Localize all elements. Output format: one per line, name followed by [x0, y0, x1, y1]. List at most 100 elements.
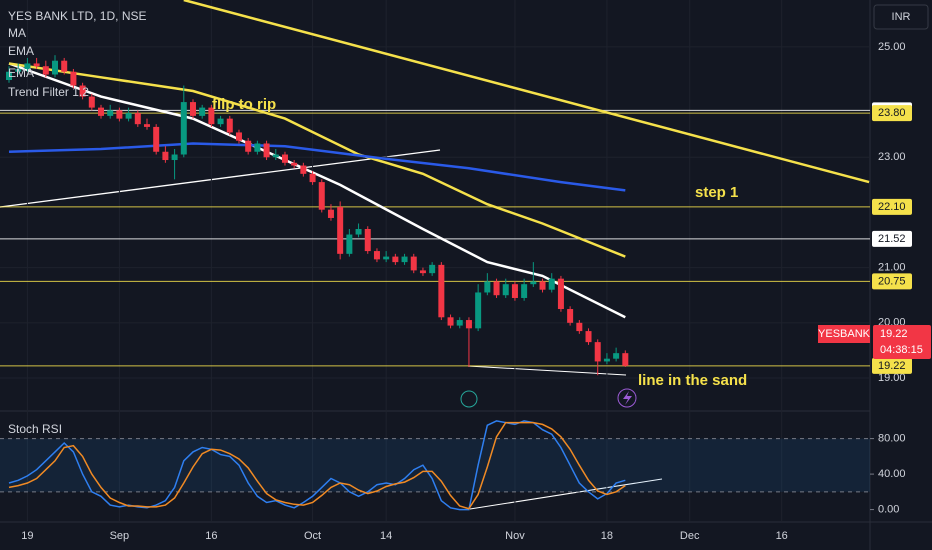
x-tick-label: Dec	[680, 530, 700, 542]
candle-body	[189, 102, 196, 116]
candle-body	[373, 251, 380, 260]
candle-body	[88, 96, 95, 108]
candle-body	[438, 264, 445, 318]
level-box	[872, 357, 912, 374]
candle-body	[153, 126, 160, 152]
candle-body	[456, 320, 463, 326]
candle-body	[364, 229, 371, 252]
candle-body	[263, 143, 270, 158]
symbol-box	[818, 325, 870, 343]
pane-title: Stoch RSI	[8, 422, 62, 436]
level-box	[872, 230, 912, 247]
event-icon[interactable]	[617, 388, 637, 408]
y-tick-label: 23.00	[878, 151, 906, 163]
candle-body	[530, 281, 537, 285]
last-price: 19.22	[880, 328, 908, 340]
indicator-line	[8, 62, 626, 319]
candle-body	[585, 331, 592, 343]
candle-body	[603, 358, 610, 362]
symbol: YESBANK	[818, 328, 871, 340]
candle-body	[116, 110, 123, 119]
legend-item: EMA	[8, 44, 34, 58]
candle-body	[383, 256, 390, 260]
countdown: 04:38:15	[880, 344, 923, 356]
candle-body	[521, 284, 528, 298]
y-tick-label: 0.00	[878, 503, 899, 515]
currency[interactable]: INR	[892, 11, 911, 23]
x-tick-label: 14	[380, 530, 392, 542]
trend-line	[0, 149, 441, 208]
candle-body	[594, 342, 601, 362]
stoch-line	[8, 420, 626, 511]
candle-body	[511, 284, 518, 298]
x-tick-label: 16	[776, 530, 788, 542]
candle-body	[180, 102, 187, 155]
candle-body	[392, 256, 399, 263]
candle-body	[576, 322, 583, 332]
candle-body	[281, 154, 288, 163]
candle-body	[143, 124, 150, 127]
level-label: 22.10	[878, 201, 906, 213]
candle-body	[327, 209, 334, 218]
candle-body	[613, 353, 620, 359]
band-fill	[0, 438, 870, 492]
currency-box[interactable]	[873, 4, 929, 30]
level-label: 21.52	[878, 233, 906, 245]
candle-body	[98, 107, 105, 116]
x-tick-label: Nov	[505, 530, 525, 542]
candle-body	[15, 68, 22, 72]
legend-item: MA	[8, 26, 26, 40]
y-tick-label: 40.00	[878, 468, 906, 480]
candle-body	[622, 353, 629, 366]
candle-body	[42, 66, 49, 75]
candle-body	[318, 182, 325, 210]
candle-body	[291, 162, 298, 166]
candle-body	[484, 281, 491, 293]
candle-body	[539, 281, 546, 290]
candle-body	[401, 256, 408, 263]
candle-body	[557, 278, 564, 310]
x-tick-label: 18	[601, 530, 613, 542]
candle-body	[355, 229, 362, 235]
legend-item: Trend Filter 1.2	[8, 85, 89, 99]
candle-body	[254, 143, 261, 152]
annotation: line in the sand	[638, 372, 747, 389]
y-tick-label: 21.00	[878, 262, 906, 274]
x-tick-label: Oct	[304, 530, 321, 542]
earnings-icon[interactable]	[460, 390, 478, 408]
legend-item: EMA	[8, 66, 34, 80]
candle-body	[162, 151, 169, 161]
candle-body	[493, 281, 500, 296]
candle-body	[300, 165, 307, 174]
level-box	[872, 198, 912, 215]
level-label: 20.75	[878, 275, 906, 287]
annotation: flip to rip	[212, 96, 276, 113]
candle-body	[272, 154, 279, 158]
annotation: step 1	[695, 184, 738, 201]
y-tick-label: 80.00	[878, 433, 906, 445]
candle-body	[134, 113, 141, 125]
candle-body	[346, 234, 353, 254]
candle-body	[125, 113, 132, 119]
candle-body	[70, 71, 77, 86]
rsi-trend-line	[469, 478, 663, 510]
level-box	[872, 273, 912, 290]
level-label: 23.80	[878, 107, 906, 119]
indicator-line	[8, 142, 626, 192]
candle-body	[52, 60, 59, 75]
candle-body	[447, 317, 454, 326]
candle-body	[410, 256, 417, 271]
candle-body	[502, 284, 509, 296]
candle-body	[208, 107, 215, 125]
candle-body	[235, 132, 242, 141]
last-price-box	[873, 325, 931, 359]
candle-body	[465, 320, 472, 329]
candle-body	[217, 118, 224, 125]
candle-body	[33, 63, 40, 67]
stoch-line	[8, 421, 626, 510]
candle-body	[171, 154, 178, 161]
level-box	[872, 105, 912, 122]
candle-body	[199, 107, 206, 116]
